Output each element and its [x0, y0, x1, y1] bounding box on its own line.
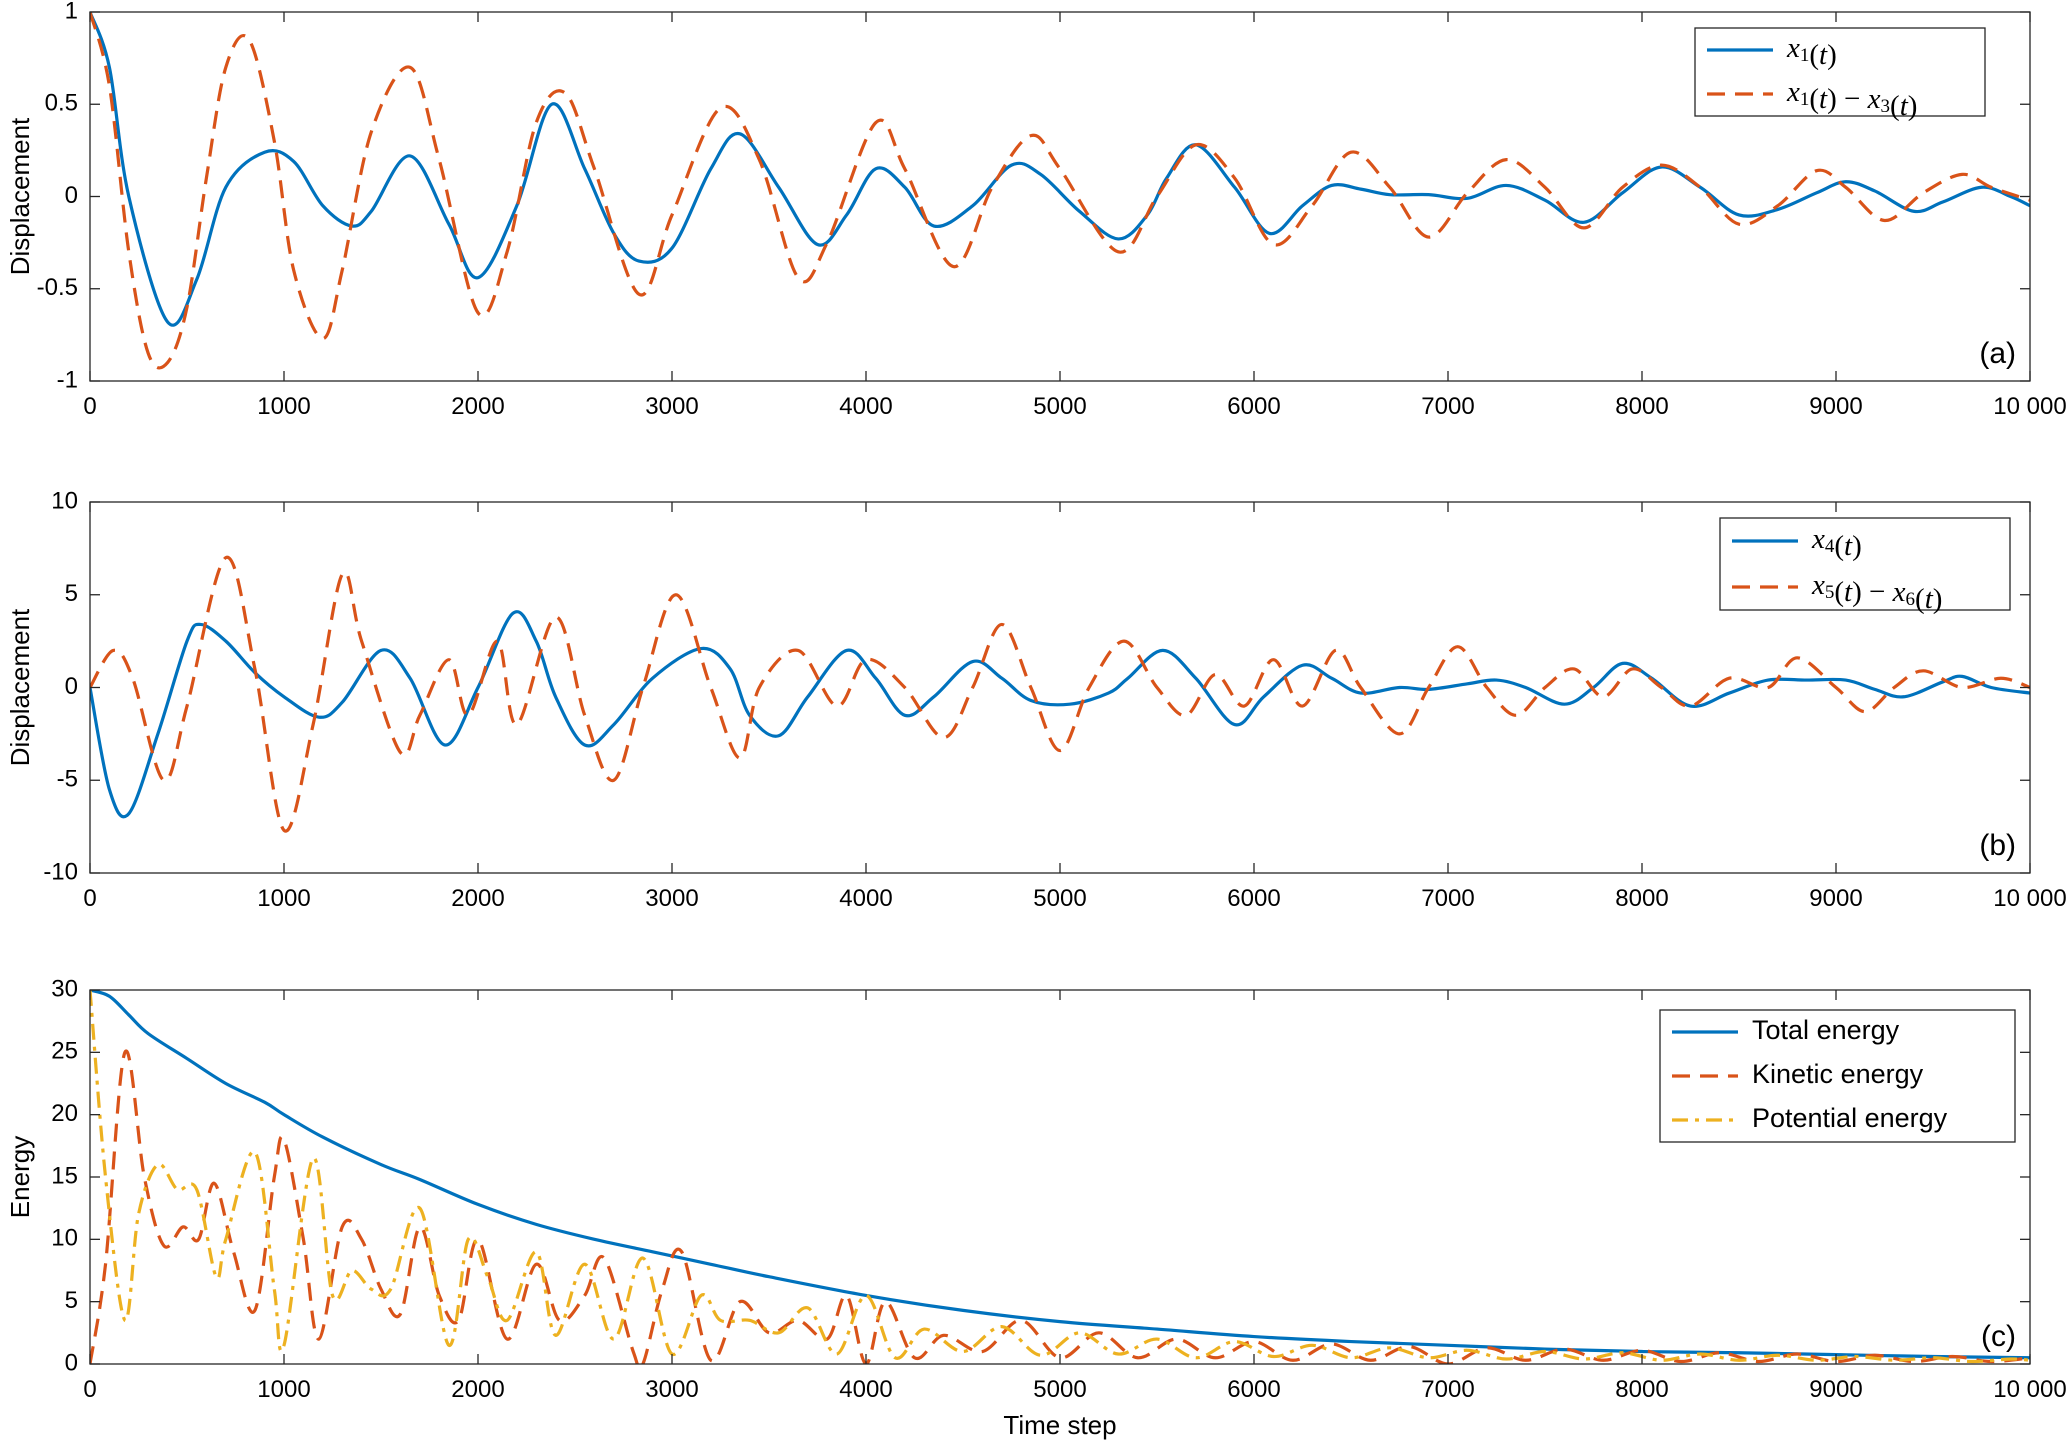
x-tick-label: 1000: [257, 1376, 310, 1403]
x-tick-label: 8000: [1615, 885, 1668, 912]
x-tick-label: 0: [83, 1376, 96, 1403]
panel-b: 0 1000 2000 3000 4000 5000 6000 7000 8000 9000 10 …: [5, 487, 2067, 912]
series-line-x4-t-: [90, 610, 2030, 819]
x-tick-label: 6000: [1227, 885, 1280, 912]
y-tick-label: -10: [43, 858, 78, 885]
legend-label: Potential energy: [1752, 1103, 1948, 1133]
x-tick-label: 10 000: [1993, 1376, 2066, 1403]
y-axis-label: Energy: [5, 1136, 35, 1218]
panel-label: (a): [1979, 337, 2016, 370]
x-tick-label: 7000: [1421, 885, 1474, 912]
y-tick-label: 30: [51, 975, 78, 1002]
y-tick-label: 25: [51, 1038, 78, 1065]
legend-label: x1(t) − x3(t): [1786, 76, 1917, 122]
series-line-total-energy: [90, 990, 2030, 1360]
panel-label: (b): [1979, 829, 2016, 862]
x-tick-label: 5000: [1033, 393, 1086, 420]
legend: Total energy Kinetic energy Potential ener…: [1659, 1009, 2016, 1143]
x-tick-label: 1000: [257, 885, 310, 912]
y-tick-label: 5: [65, 1287, 78, 1314]
panel-c: 0 1000 2000 3000 4000 5000 6000 7000 8000 9000 10 …: [5, 975, 2067, 1440]
y-tick-label: 0: [65, 182, 78, 209]
x-tick-label: 2000: [451, 1376, 504, 1403]
y-tick-label: 5: [65, 580, 78, 607]
legend: x4(t) x5(t) − x6(t): [1719, 517, 2011, 615]
x-tick-label: 7000: [1421, 393, 1474, 420]
y-axis-label: Displacement: [5, 608, 35, 766]
x-tick-label: 10 000: [1993, 885, 2066, 912]
x-tick-label: 4000: [839, 393, 892, 420]
legend: x1(t) x1(t) − x3(t): [1694, 27, 1986, 122]
legend-label: Total energy: [1752, 1015, 1900, 1045]
series-line-kinetic-energy: [90, 1049, 2030, 1364]
y-tick-label: 1: [65, 0, 78, 24]
x-tick-label: 3000: [645, 1376, 698, 1403]
x-tick-label: 0: [83, 885, 96, 912]
legend-box: [1719, 517, 2011, 611]
x-tick-label: 4000: [839, 885, 892, 912]
x-tick-label: 3000: [645, 885, 698, 912]
y-tick-label: -5: [57, 766, 78, 793]
panel-label: (c): [1981, 1320, 2016, 1353]
x-axis-label: Time step: [1003, 1410, 1116, 1440]
legend-label: Kinetic energy: [1752, 1059, 1924, 1089]
legend-label: x5(t) − x6(t): [1811, 569, 1942, 615]
x-tick-label: 6000: [1227, 1376, 1280, 1403]
x-tick-label: 3000: [645, 393, 698, 420]
legend-label: x4(t): [1811, 523, 1862, 562]
series-line-potential-energy: [90, 990, 2030, 1364]
y-tick-label: 10: [51, 487, 78, 514]
x-tick-label: 5000: [1033, 1376, 1086, 1403]
legend-label: x1(t): [1786, 32, 1837, 71]
x-tick-label: 9000: [1809, 393, 1862, 420]
y-tick-label: -0.5: [37, 274, 78, 301]
x-tick-label: 6000: [1227, 393, 1280, 420]
x-tick-label: 2000: [451, 393, 504, 420]
y-tick-label: 15: [51, 1162, 78, 1189]
x-tick-label: 2000: [451, 885, 504, 912]
x-tick-label: 7000: [1421, 1376, 1474, 1403]
x-tick-label: 4000: [839, 1376, 892, 1403]
x-tick-label: 8000: [1615, 393, 1668, 420]
x-tick-label: 10 000: [1993, 393, 2066, 420]
y-tick-label: 0: [65, 673, 78, 700]
series-line-x5-t-x6-t-: [90, 556, 2030, 833]
x-tick-label: 5000: [1033, 885, 1086, 912]
x-tick-label: 0: [83, 393, 96, 420]
series-line-x1-t-x3-t-: [90, 12, 2030, 370]
y-tick-label: 0.5: [45, 90, 78, 117]
y-tick-label: 20: [51, 1100, 78, 1127]
y-axis-label: Displacement: [5, 117, 35, 275]
y-tick-label: 0: [65, 1349, 78, 1376]
y-tick-label: -1: [57, 366, 78, 393]
y-tick-label: 10: [51, 1225, 78, 1252]
x-tick-label: 9000: [1809, 1376, 1862, 1403]
panel-a: 0 1000 2000 3000 4000 5000 6000 7000 8000 9000 10 …: [5, 0, 2067, 420]
legend-box: [1694, 27, 1986, 117]
x-tick-label: 9000: [1809, 885, 1862, 912]
x-tick-label: 1000: [257, 393, 310, 420]
x-tick-label: 8000: [1615, 1376, 1668, 1403]
